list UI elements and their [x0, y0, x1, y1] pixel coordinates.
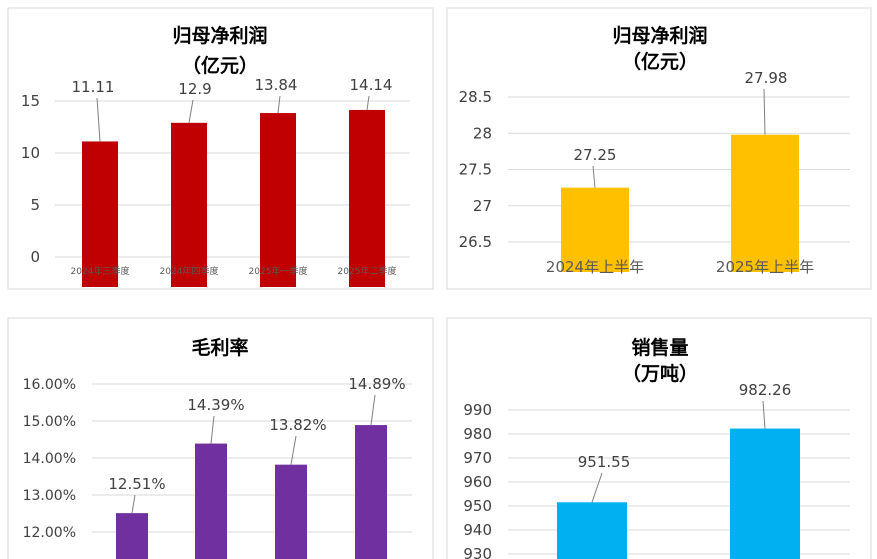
leader-line — [210, 415, 215, 444]
data-label: 14.89% — [348, 375, 405, 393]
y-tick-label: 0 — [30, 248, 40, 266]
bar — [557, 502, 627, 559]
data-label: 12.9 — [178, 80, 211, 98]
data-label: 14.14 — [350, 76, 393, 94]
y-tick-label: 930 — [463, 545, 492, 559]
y-tick-label: 16.00% — [23, 377, 76, 393]
data-label: 13.82% — [269, 416, 326, 434]
x-tick-label: 2025年二季度 — [338, 265, 397, 277]
y-tick-label: 990 — [463, 401, 492, 419]
data-label: 11.11 — [72, 78, 115, 96]
x-tick-label: 2025年一季度 — [249, 265, 308, 277]
leader-line — [592, 165, 596, 188]
data-label: 951.55 — [578, 453, 631, 471]
y-tick-label: 28 — [473, 124, 492, 142]
leader-line — [131, 494, 136, 514]
leader-line — [370, 394, 376, 426]
bar — [730, 428, 800, 559]
data-label: 14.39% — [187, 396, 244, 414]
bar — [116, 513, 148, 559]
chart-panel — [446, 317, 872, 559]
y-tick-label: 27 — [473, 197, 492, 215]
leader-line — [277, 95, 281, 114]
data-label: 27.25 — [574, 146, 617, 164]
y-tick-label: 10 — [21, 144, 40, 162]
bar — [561, 187, 629, 272]
leader-line — [762, 400, 766, 429]
data-label: 12.51% — [108, 475, 165, 493]
x-tick-label: 2024年四季度 — [160, 265, 219, 277]
chart-subtitle: （亿元） — [622, 50, 698, 73]
leader-line — [366, 95, 370, 111]
y-tick-label: 980 — [463, 425, 492, 443]
y-tick-label: 28.5 — [459, 88, 492, 106]
y-tick-label: 13.00% — [23, 488, 76, 504]
data-label: 27.98 — [745, 69, 788, 87]
leader-line — [96, 97, 101, 142]
bar — [355, 425, 387, 559]
y-tick-label: 5 — [30, 196, 40, 214]
y-tick-label: 950 — [463, 497, 492, 515]
y-tick-label: 960 — [463, 473, 492, 491]
data-label: 982.26 — [739, 381, 792, 399]
leader-line — [763, 88, 766, 135]
leader-line — [591, 472, 603, 503]
bar — [275, 464, 307, 559]
x-tick-label: 2025年上半年 — [716, 258, 814, 276]
chart-title: 归母净利润 — [172, 24, 267, 47]
bar — [260, 113, 296, 288]
chart-title: 毛利率 — [191, 336, 248, 359]
chart-title: 销售量 — [631, 336, 688, 359]
leader-line — [290, 435, 297, 465]
bar — [195, 443, 227, 559]
y-tick-label: 940 — [463, 521, 492, 539]
y-tick-label: 26.5 — [459, 233, 492, 251]
bar — [82, 141, 118, 287]
y-tick-label: 15.00% — [23, 414, 76, 430]
bar — [171, 122, 207, 287]
y-tick-label: 27.5 — [459, 161, 492, 179]
bar — [349, 109, 385, 287]
data-label: 13.84 — [255, 76, 298, 94]
chart-subtitle: （万吨） — [622, 362, 698, 385]
x-tick-label: 2024年上半年 — [546, 258, 644, 276]
y-tick-label: 970 — [463, 449, 492, 467]
x-tick-label: 2024年三季度 — [71, 265, 130, 277]
chart-title: 归母净利润 — [612, 24, 707, 47]
chart-subtitle: （亿元） — [182, 54, 258, 77]
y-tick-label: 12.00% — [23, 525, 76, 541]
y-tick-label: 15 — [21, 92, 40, 110]
y-tick-label: 14.00% — [23, 451, 76, 467]
leader-line — [188, 99, 194, 123]
bar — [731, 134, 799, 272]
